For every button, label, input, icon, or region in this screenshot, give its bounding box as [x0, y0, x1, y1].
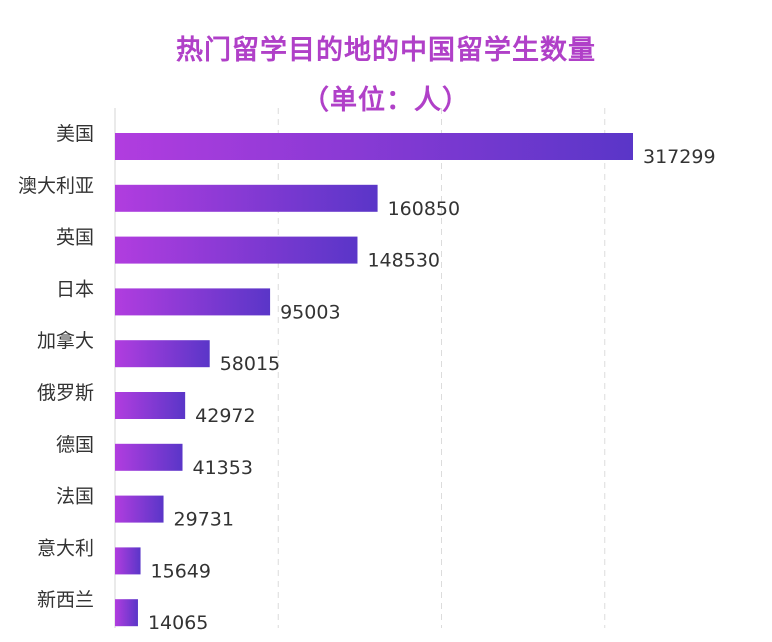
- bar-5: [115, 392, 186, 419]
- category-label: 日本: [56, 278, 94, 300]
- bar-6: [115, 443, 183, 471]
- value-label: 15649: [151, 560, 211, 582]
- value-label: 148530: [367, 250, 440, 272]
- value-label: 58015: [220, 353, 280, 375]
- category-label: 新西兰: [37, 589, 94, 611]
- category-label: 英国: [56, 227, 94, 249]
- bar-0: [115, 133, 633, 160]
- category-label: 意大利: [37, 537, 94, 559]
- category-label: 美国: [56, 123, 94, 145]
- value-label: 41353: [193, 457, 253, 479]
- value-label: 95003: [280, 301, 340, 323]
- bar-2: [115, 236, 358, 264]
- value-label: 14065: [148, 612, 208, 634]
- category-label: 澳大利亚: [18, 175, 94, 197]
- bar-4: [115, 340, 210, 368]
- bar-1: [115, 184, 378, 212]
- category-label: 加拿大: [37, 329, 94, 352]
- value-label: 317299: [643, 146, 716, 168]
- bar-7: [115, 495, 164, 523]
- bar-3: [115, 288, 271, 316]
- bar-8: [115, 547, 141, 575]
- value-label: 160850: [388, 198, 461, 220]
- value-label: 42972: [195, 405, 255, 427]
- bar-9: [115, 599, 138, 627]
- category-label: 法国: [56, 486, 94, 508]
- category-label: 俄罗斯: [37, 382, 94, 404]
- category-label: 德国: [56, 434, 94, 456]
- chart-title: 热门留学目的地的中国留学生数量: [176, 35, 596, 66]
- value-label: 29731: [174, 509, 234, 531]
